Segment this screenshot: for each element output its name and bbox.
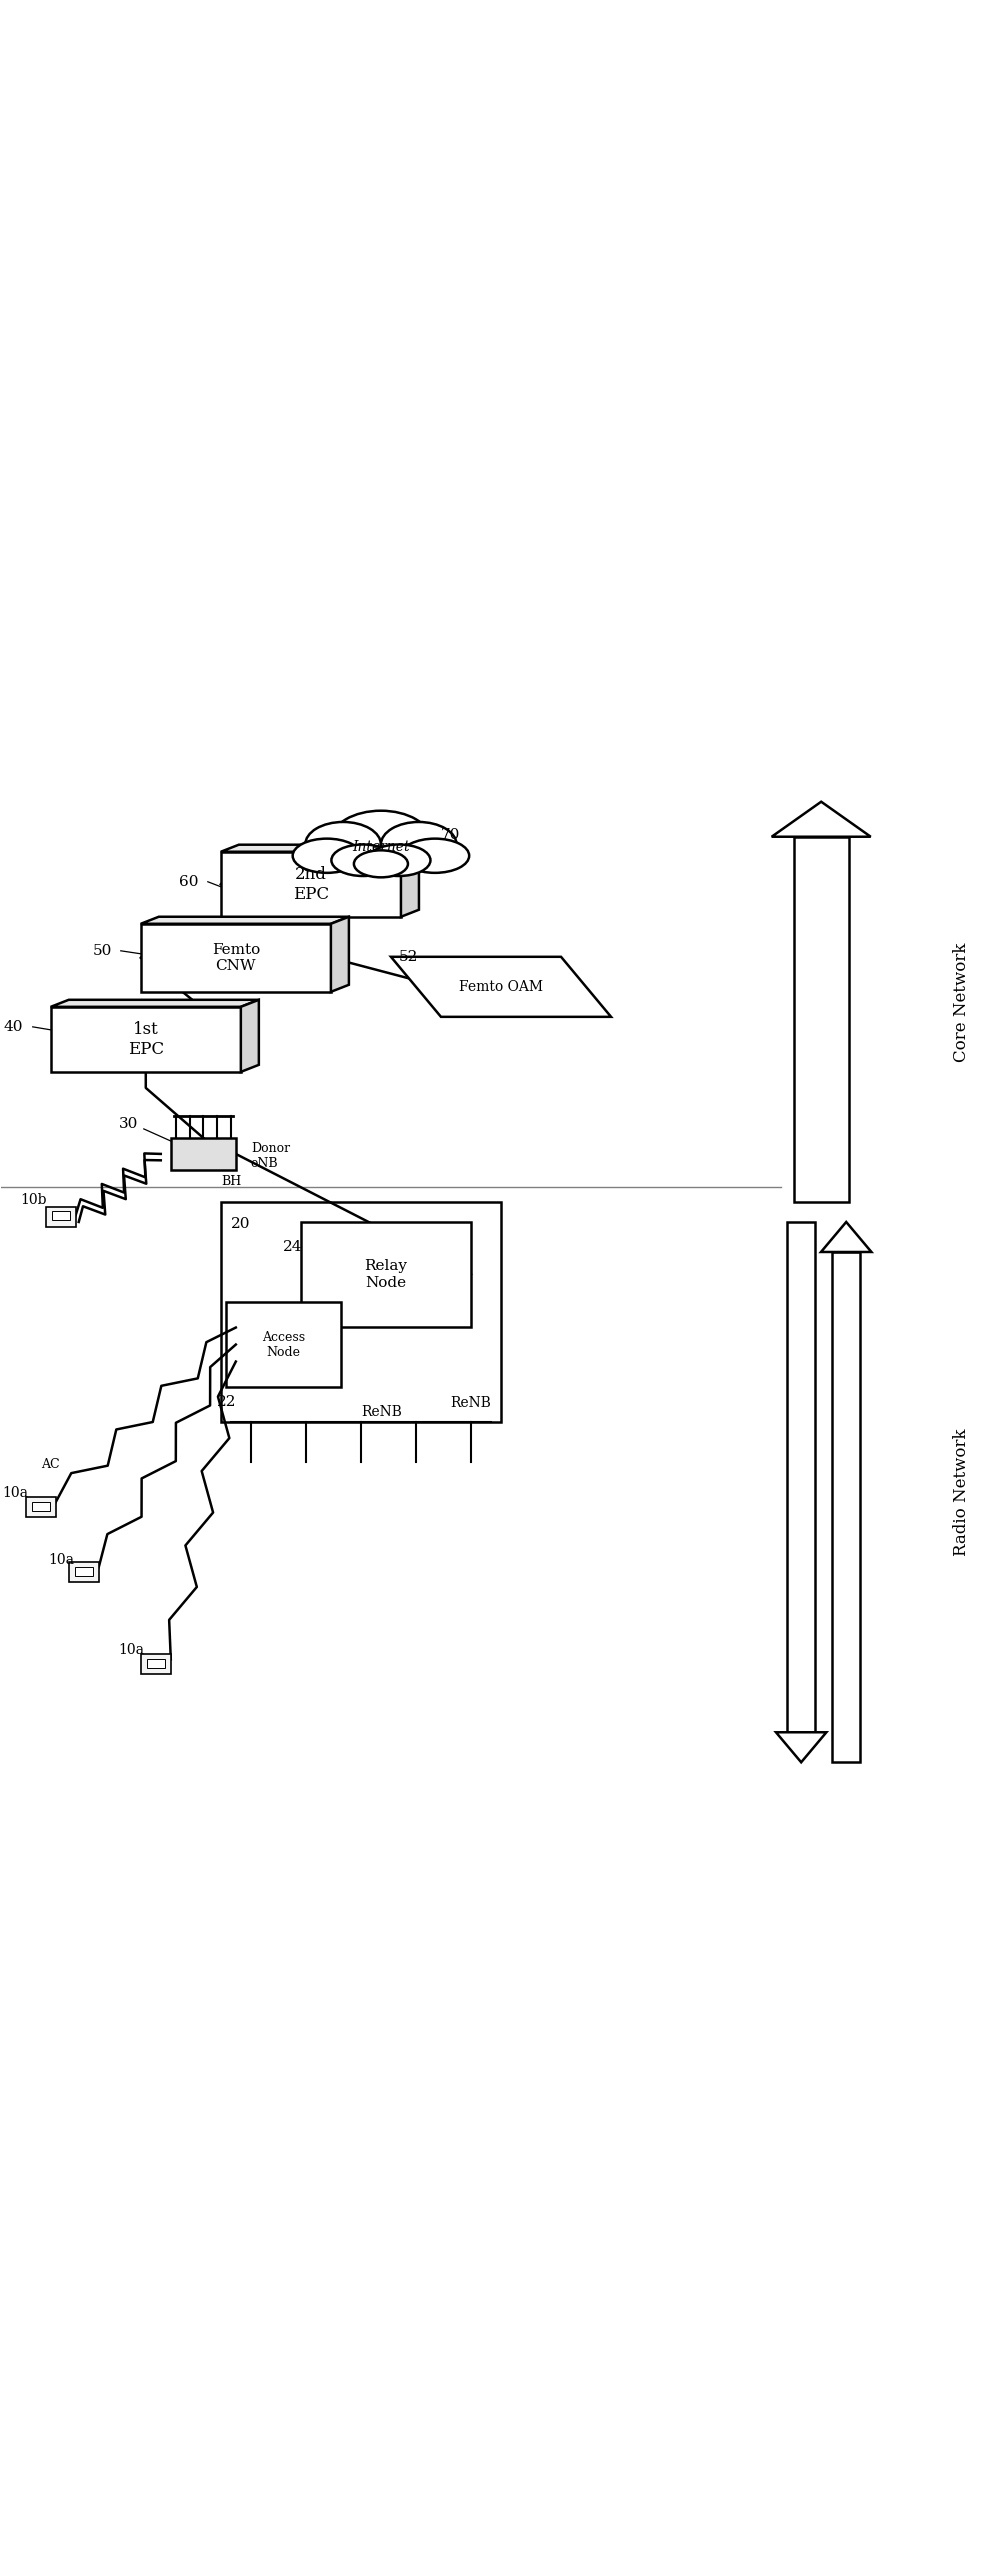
Bar: [32, 1503, 50, 1510]
Polygon shape: [331, 918, 349, 992]
Bar: [75, 1567, 93, 1577]
Bar: [220, 851, 401, 918]
Polygon shape: [391, 956, 611, 1018]
Bar: [140, 923, 331, 992]
Text: Relay
Node: Relay Node: [365, 1259, 408, 1290]
Ellipse shape: [332, 844, 395, 877]
Text: 52: 52: [399, 949, 418, 964]
Text: Internet: Internet: [352, 841, 410, 854]
Polygon shape: [772, 803, 871, 836]
Text: Femto OAM: Femto OAM: [459, 979, 543, 995]
Bar: [170, 1138, 235, 1169]
Polygon shape: [220, 844, 419, 851]
Text: 70: 70: [441, 828, 460, 841]
Ellipse shape: [368, 844, 431, 877]
Bar: [301, 1223, 471, 1328]
Text: AC: AC: [41, 1456, 59, 1472]
Text: 24: 24: [283, 1241, 303, 1254]
Bar: [52, 1210, 70, 1220]
Text: Access
Node: Access Node: [262, 1331, 305, 1359]
Text: Radio Network: Radio Network: [953, 1428, 970, 1556]
Bar: [69, 1561, 99, 1582]
Text: 2nd
EPC: 2nd EPC: [293, 867, 329, 903]
Ellipse shape: [354, 851, 408, 877]
Bar: [833, 1251, 861, 1761]
Text: 20: 20: [230, 1218, 250, 1231]
Bar: [26, 1497, 56, 1518]
Bar: [220, 1203, 501, 1423]
Text: 1st
EPC: 1st EPC: [127, 1020, 164, 1059]
Text: ReNB: ReNB: [450, 1395, 491, 1410]
Text: Core Network: Core Network: [953, 941, 970, 1061]
Text: 50: 50: [93, 944, 112, 959]
Polygon shape: [140, 918, 349, 923]
Bar: [46, 1208, 76, 1228]
Text: ReNB: ReNB: [361, 1405, 402, 1418]
Polygon shape: [401, 844, 419, 918]
Text: 10b: 10b: [21, 1192, 47, 1208]
Bar: [225, 1303, 341, 1387]
Bar: [146, 1659, 164, 1667]
Polygon shape: [776, 1733, 827, 1761]
Text: Donor
eNB: Donor eNB: [250, 1141, 290, 1169]
Ellipse shape: [306, 823, 381, 867]
Text: 30: 30: [119, 1118, 138, 1131]
Bar: [51, 1008, 240, 1072]
Bar: [794, 836, 849, 1203]
Text: Femto
CNW: Femto CNW: [211, 944, 260, 972]
Text: 10a: 10a: [119, 1644, 144, 1656]
Text: 22: 22: [216, 1395, 236, 1410]
Text: 60: 60: [178, 874, 198, 890]
Ellipse shape: [332, 810, 431, 869]
Text: BH: BH: [220, 1174, 241, 1190]
Polygon shape: [821, 1223, 872, 1251]
Ellipse shape: [401, 838, 469, 872]
Text: 10a: 10a: [49, 1554, 75, 1567]
Text: 40: 40: [4, 1020, 23, 1033]
Ellipse shape: [293, 838, 361, 872]
Bar: [140, 1654, 170, 1674]
Bar: [788, 1223, 816, 1733]
Polygon shape: [240, 1000, 259, 1072]
Ellipse shape: [381, 823, 457, 867]
Polygon shape: [51, 1000, 259, 1008]
Text: 10a: 10a: [3, 1487, 29, 1500]
